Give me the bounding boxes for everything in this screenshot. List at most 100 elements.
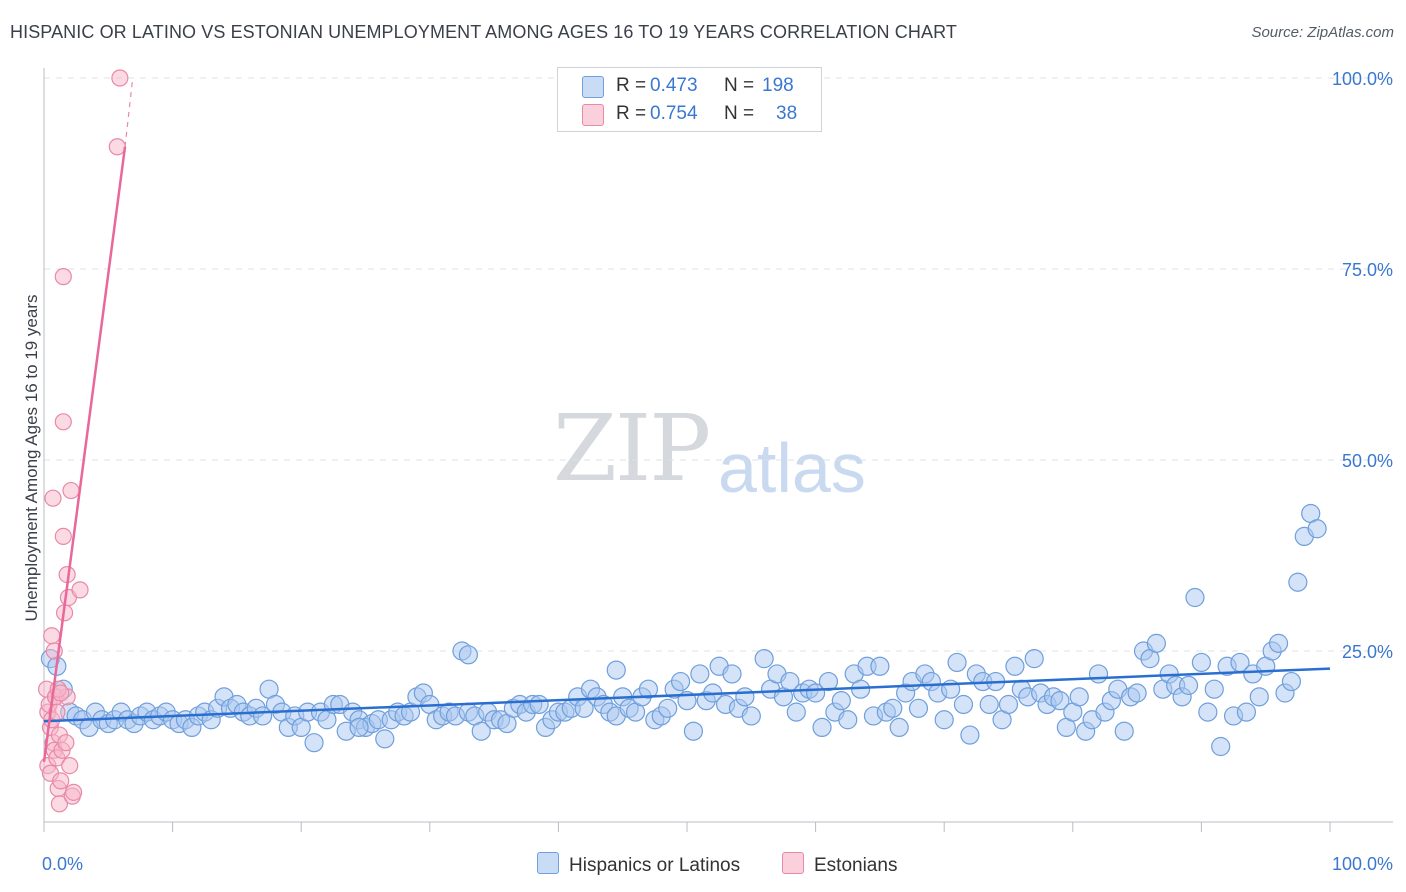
hispanic-point [1236, 702, 1257, 722]
hispanic-point [870, 656, 890, 676]
hispanic-point [1005, 656, 1025, 676]
hispanic-point [1191, 652, 1212, 673]
bottom-legend-hispanic: Hispanics or Latinos [537, 852, 740, 877]
hispanic-point [1114, 721, 1134, 741]
hispanic-point [375, 729, 395, 749]
estonian-point [43, 627, 61, 645]
y-tick-label: 50.0% [1342, 451, 1393, 471]
y-tick-label: 75.0% [1342, 260, 1393, 280]
hispanic-point [979, 694, 999, 715]
hispanic-point [1204, 679, 1224, 699]
legend-swatch-hispanic [582, 76, 604, 98]
legend-n-label: N = [724, 103, 755, 124]
bottom-legend-label-estonian: Estonians [814, 855, 898, 876]
hispanic-point [818, 671, 839, 692]
hispanic-point [953, 694, 974, 715]
legend-r-value: 0.754 [650, 103, 698, 124]
hispanic-point [934, 710, 954, 730]
hispanic-point [1185, 587, 1205, 608]
hispanic-point [741, 706, 761, 726]
estonian-point [54, 268, 72, 286]
source-label: Source: ZipAtlas.com [1251, 24, 1394, 41]
hispanic-point [1024, 649, 1044, 669]
hispanic-point [1088, 664, 1109, 684]
estonian-trend-line [42, 146, 127, 762]
estonian-point [50, 795, 69, 813]
legend-n-label: N = [724, 75, 755, 96]
hispanic-point [1268, 633, 1289, 653]
hispanic-point [606, 660, 626, 680]
legend-row-estonian: R = 0.754 N = 38 [558, 100, 821, 128]
legend-swatch-estonian [582, 104, 604, 126]
estonian-point [57, 734, 75, 752]
y-tick-label: 25.0% [1342, 642, 1393, 662]
hispanic-point [754, 649, 774, 669]
estonian-point [71, 581, 89, 599]
estonian-point [108, 138, 126, 156]
hispanic-point [683, 721, 704, 741]
bottom-legend-estonian: Estonians [782, 852, 897, 877]
estonian-point [54, 527, 72, 546]
watermark-atlas: atlas [718, 429, 866, 507]
estonian-point [54, 413, 72, 431]
hispanic-point [1127, 683, 1147, 703]
legend-row-hispanic: R = 0.473 N = 198 [558, 72, 821, 100]
hispanic-point [1307, 519, 1327, 539]
hispanic-point [1069, 687, 1089, 707]
hispanic-point [690, 664, 710, 684]
hispanic-point [838, 710, 858, 730]
hispanic-point [735, 687, 755, 707]
watermark-zip: ZIP [553, 395, 711, 502]
trend-lines [42, 77, 1331, 762]
hispanic-point [1211, 736, 1231, 757]
chart-title: HISPANIC OR LATINO VS ESTONIAN UNEMPLOYM… [10, 22, 957, 42]
legend-r-label: R = [616, 75, 647, 96]
estonian-point [62, 481, 80, 500]
estonian-point [111, 69, 129, 87]
bottom-legend-swatch-hispanic [537, 852, 559, 874]
hispanic-point [960, 725, 980, 745]
hispanic-point [998, 694, 1019, 715]
hispanic-point [908, 698, 929, 718]
hispanic-point [471, 721, 491, 741]
hispanic-point [1146, 633, 1166, 653]
estonian-point [52, 684, 70, 702]
legend-r-value: 0.473 [650, 75, 698, 96]
hispanic-point [1249, 687, 1269, 707]
hispanic-point [638, 679, 659, 699]
legend-n-value: 38 [776, 103, 798, 124]
estonian-trend-extension [124, 77, 134, 147]
hispanic-point [722, 664, 742, 684]
legend-r-label: R = [616, 103, 647, 124]
hispanic-point [883, 698, 903, 718]
hispanic-point [670, 671, 691, 692]
hispanic-point [1198, 702, 1218, 722]
hispanic-point [947, 652, 967, 673]
bottom-legend-label-hispanic: Hispanics or Latinos [569, 855, 741, 876]
hispanic-point [812, 717, 832, 738]
hispanic-point [349, 717, 369, 738]
legend-n-value: 198 [762, 75, 794, 96]
hispanic-point [1281, 671, 1302, 692]
legend: R = 0.473 N = 198 R = 0.754 N = 38 [557, 67, 822, 132]
estonian-point [52, 772, 70, 790]
axis-labels: 25.0% 50.0% 75.0% 100.0% 0.0% 100.0% Unemploym… [22, 69, 1393, 874]
hispanic-point [458, 645, 478, 665]
x-tick-label: 100.0% [1332, 854, 1393, 874]
estonian-point [44, 489, 62, 507]
x-tick-label: 0.0% [42, 854, 83, 874]
hispanic-point [658, 698, 678, 718]
hispanic-point [889, 717, 909, 738]
grid [44, 77, 1390, 652]
hispanic-point [1050, 691, 1070, 711]
hispanic-trend-line [43, 667, 1331, 723]
hispanic-point [304, 733, 324, 753]
hispanic-point [529, 694, 549, 715]
bottom-legend-swatch-estonian [782, 852, 804, 874]
hispanic-points [40, 503, 1327, 757]
y-tick-label: 100.0% [1332, 69, 1393, 89]
y-axis-title: Unemployment Among Ages 16 to 19 years [22, 295, 41, 622]
hispanic-point [1288, 572, 1308, 592]
estonian-point [64, 783, 83, 801]
